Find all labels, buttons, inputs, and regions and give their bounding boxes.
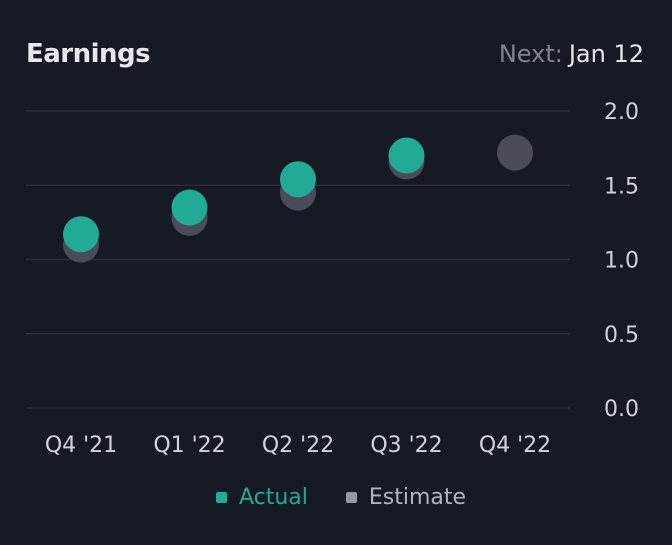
legend-item-estimate[interactable]: Estimate bbox=[345, 482, 467, 512]
next-earnings-date: Jan 12 bbox=[568, 40, 644, 68]
legend-swatch-actual bbox=[215, 491, 227, 503]
widget-header: Earnings Next: Jan 12 bbox=[26, 36, 644, 72]
actual-point[interactable] bbox=[63, 216, 99, 253]
x-tick-label: Q2 '22 bbox=[262, 433, 334, 458]
x-tick-label: Q4 '22 bbox=[479, 433, 551, 458]
legend-label-actual: Actual bbox=[238, 484, 308, 510]
y-tick-label: 0.0 bbox=[604, 397, 639, 422]
x-tick-label: Q4 '21 bbox=[45, 433, 117, 458]
legend-item-actual[interactable]: Actual bbox=[215, 482, 308, 512]
y-tick-label: 2.0 bbox=[604, 100, 639, 125]
actual-point[interactable] bbox=[280, 161, 316, 198]
legend-swatch-estimate bbox=[345, 491, 357, 503]
y-tick-label: 1.5 bbox=[604, 174, 639, 199]
y-tick-label: 1.0 bbox=[604, 249, 639, 274]
next-earnings: Next: Jan 12 bbox=[499, 40, 644, 68]
y-tick-label: 0.5 bbox=[604, 323, 639, 348]
actual-point[interactable] bbox=[388, 137, 425, 174]
legend-label-estimate: Estimate bbox=[368, 484, 467, 510]
x-tick-label: Q3 '22 bbox=[370, 433, 442, 458]
x-tick-label: Q1 '22 bbox=[153, 433, 225, 458]
actual-point[interactable] bbox=[171, 189, 208, 226]
chart-legend: Actual Estimate bbox=[0, 482, 672, 512]
widget-title: Earnings bbox=[26, 39, 151, 69]
next-earnings-label: Next: bbox=[498, 40, 563, 68]
estimate-point[interactable] bbox=[497, 134, 533, 171]
